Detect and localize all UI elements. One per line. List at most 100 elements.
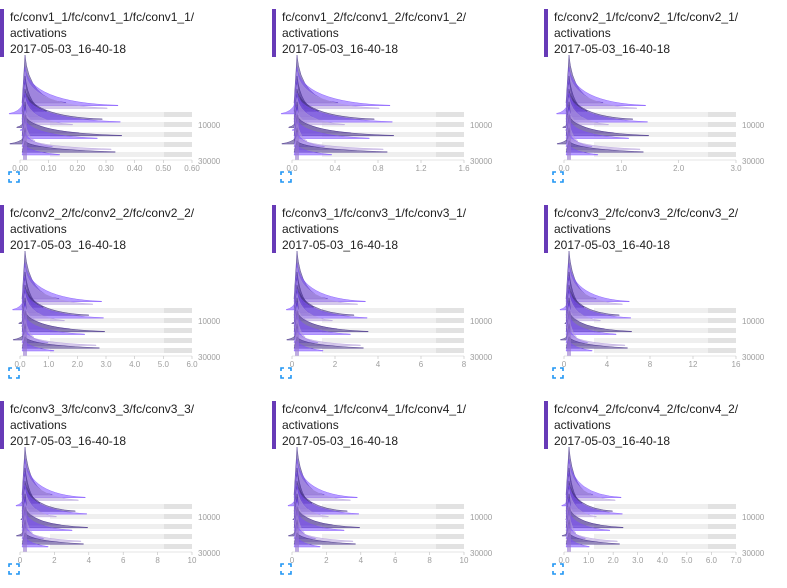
y-tick-label: 10000 [198, 317, 221, 326]
x-tick-label: 0.0 [14, 360, 26, 369]
y-tick-label: 10000 [742, 513, 765, 522]
slice-band-end [708, 132, 736, 137]
slice-band [322, 544, 464, 549]
x-tick-label: 8 [648, 360, 653, 369]
slice-band-end [436, 338, 464, 343]
histogram-slice [293, 71, 380, 109]
x-tick-label: 0.40 [127, 164, 143, 173]
fullscreen-expand-icon[interactable] [552, 171, 564, 183]
histogram-slice [21, 93, 121, 123]
run-path: fc/conv3_3/fc/conv3_3/fc/conv3_3/ [10, 402, 195, 416]
slice-band [322, 318, 464, 323]
density-column [295, 311, 299, 356]
histogram-chart: 10000 30000 0 2 4 6 8 10 [287, 446, 493, 565]
histogram-slice [280, 80, 298, 115]
histogram-slice [293, 93, 393, 123]
density-column [295, 115, 299, 160]
y-tick-label: 10000 [470, 513, 493, 522]
run-timestamp: 2017-05-03_16-40-18 [282, 238, 399, 252]
x-tick-label: 16 [732, 360, 741, 369]
slice-band-end [436, 534, 464, 539]
histogram-slice [565, 489, 597, 518]
histogram-slice [293, 67, 391, 106]
fullscreen-expand-icon[interactable] [8, 563, 20, 575]
slice-band-end [164, 112, 192, 117]
slice-band [50, 328, 192, 333]
slice-band-end [708, 308, 736, 313]
histogram-slice [293, 267, 358, 305]
slice-band [50, 544, 192, 549]
x-tick-label: 1.6 [458, 164, 470, 173]
density-column [567, 115, 571, 160]
slice-band [594, 112, 736, 117]
slice-band [50, 348, 192, 353]
slice-band-end [164, 544, 192, 549]
histogram-card: fc/conv4_1/fc/conv4_1/fc/conv4_1/ activa… [272, 392, 504, 582]
histogram-slice [293, 289, 368, 319]
density-column [567, 311, 571, 356]
histogram-slice [21, 463, 79, 501]
slice-band-end [708, 348, 736, 353]
slice-band [322, 142, 464, 147]
x-tick-label: 10 [188, 556, 197, 565]
card-title: fc/conv3_1/fc/conv3_1/fc/conv3_1/ activa… [272, 205, 504, 253]
slice-band-end [708, 112, 736, 117]
slice-band-end [708, 544, 736, 549]
histogram-slice [21, 485, 87, 515]
histogram-slice [565, 485, 623, 515]
tag-name: activations [10, 418, 67, 432]
slice-band [594, 328, 736, 333]
tag-name: activations [554, 222, 611, 236]
y-tick-label: 10000 [198, 121, 221, 130]
slice-band-end [436, 132, 464, 137]
slice-band-end [436, 142, 464, 147]
histogram-slice [21, 267, 93, 305]
x-tick-label: 6.0 [186, 360, 198, 369]
fullscreen-expand-icon[interactable] [8, 171, 20, 183]
tag-name: activations [554, 26, 611, 40]
slice-band [322, 524, 464, 529]
run-timestamp: 2017-05-03_16-40-18 [10, 238, 127, 252]
x-tick-label: 0.00 [12, 164, 28, 173]
histogram-chart: 10000 30000 0.0 1.0 2.0 3.0 4.0 5.0 6.0 7.0 [558, 446, 765, 565]
slice-band [322, 132, 464, 137]
slice-band-end [164, 132, 192, 137]
y-tick-label: 10000 [198, 513, 221, 522]
slice-band [594, 142, 736, 147]
x-tick-label: 0 [290, 360, 295, 369]
slice-band [594, 524, 736, 529]
slice-band [322, 308, 464, 313]
x-tick-label: 4 [87, 556, 92, 565]
x-tick-label: 5.0 [681, 556, 693, 565]
slice-band [322, 328, 464, 333]
slice-band-end [436, 308, 464, 313]
run-path: fc/conv1_2/fc/conv1_2/fc/conv1_2/ [282, 10, 467, 24]
density-column [567, 507, 571, 552]
fullscreen-expand-icon[interactable] [280, 171, 292, 183]
fullscreen-expand-icon[interactable] [280, 367, 292, 379]
x-tick-label: 1.0 [43, 360, 55, 369]
slice-band-end [436, 328, 464, 333]
histogram-card: fc/conv2_1/fc/conv2_1/fc/conv2_1/ activa… [544, 0, 776, 190]
fullscreen-expand-icon[interactable] [552, 563, 564, 575]
slice-band [322, 534, 464, 539]
x-tick-label: 2.0 [608, 556, 620, 565]
x-tick-label: 0.0 [286, 164, 298, 173]
slice-band [50, 152, 192, 157]
x-tick-label: 0.20 [70, 164, 86, 173]
fullscreen-expand-icon[interactable] [552, 367, 564, 379]
fullscreen-expand-icon[interactable] [8, 367, 20, 379]
run-timestamp: 2017-05-03_16-40-18 [282, 42, 399, 56]
histogram-slice [21, 289, 104, 319]
y-tick-label: 30000 [742, 549, 765, 558]
slice-band-end [708, 524, 736, 529]
x-tick-label: 6.0 [706, 556, 718, 565]
x-tick-label: 6 [393, 556, 398, 565]
histogram-chart: 10000 30000 0 2 4 6 8 [286, 250, 493, 369]
fullscreen-expand-icon[interactable] [280, 563, 292, 575]
slice-band [594, 308, 736, 313]
histogram-slice [8, 80, 26, 115]
histogram-slice [21, 97, 73, 126]
x-tick-label: 0.4 [329, 164, 341, 173]
tag-name: activations [10, 222, 67, 236]
